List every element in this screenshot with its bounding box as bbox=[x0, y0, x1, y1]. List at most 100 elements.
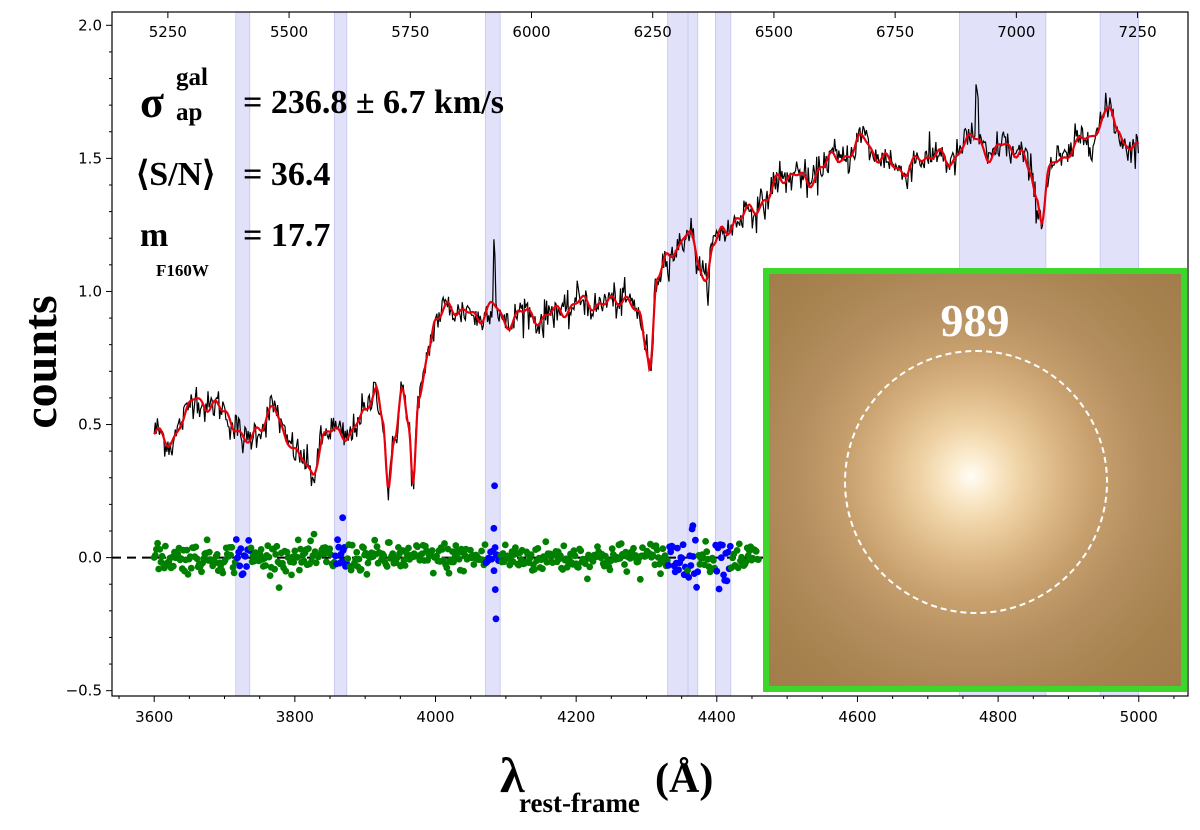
masked-residual-point bbox=[492, 615, 500, 623]
y-tick-label: 1.0 bbox=[78, 282, 102, 300]
masked-residual-point bbox=[675, 566, 682, 574]
y-tick-label: 0.5 bbox=[78, 416, 102, 434]
residual-point bbox=[275, 584, 283, 591]
masked-residual-point bbox=[689, 553, 697, 560]
residual-point bbox=[531, 566, 538, 573]
residual-point bbox=[460, 567, 467, 575]
residual-point bbox=[219, 569, 227, 577]
masked-residual-point bbox=[243, 563, 250, 570]
masked-residual-point bbox=[236, 562, 244, 570]
top-tick-label: 7000 bbox=[997, 23, 1035, 41]
residual-point bbox=[307, 537, 314, 545]
residual-point bbox=[265, 553, 273, 561]
residual-point bbox=[213, 551, 221, 558]
residual-point bbox=[630, 544, 637, 552]
x-tick-label: 3600 bbox=[135, 708, 173, 726]
residual-point bbox=[389, 550, 397, 558]
residual-point bbox=[577, 547, 585, 555]
magnitude-value: = 17.7 bbox=[243, 217, 330, 254]
residual-point bbox=[467, 546, 474, 554]
residual-point bbox=[247, 544, 255, 552]
sigma-superscript: gal bbox=[176, 64, 208, 91]
residual-point bbox=[293, 553, 301, 561]
x-axis-label-lambda: λ bbox=[500, 747, 525, 803]
sigma-value: = 236.8 ± 6.7 km/s bbox=[243, 84, 504, 121]
residual-point bbox=[227, 551, 235, 559]
top-tick-label: 6750 bbox=[876, 23, 914, 41]
masked-residual-point bbox=[665, 561, 672, 569]
residual-point bbox=[158, 552, 166, 560]
residual-point bbox=[290, 559, 298, 566]
masked-residual-point bbox=[232, 536, 240, 543]
residual-point bbox=[405, 544, 412, 552]
residual-point bbox=[312, 559, 320, 567]
masked-residual-point bbox=[674, 544, 681, 552]
x-tick-label: 5000 bbox=[1120, 708, 1158, 726]
residual-point bbox=[272, 551, 280, 558]
top-tick-label: 7250 bbox=[1118, 23, 1156, 41]
residual-point bbox=[353, 548, 361, 556]
x-tick-label: 3800 bbox=[276, 708, 314, 726]
masked-residual-point bbox=[234, 554, 241, 562]
residual-point bbox=[445, 569, 453, 577]
residual-point bbox=[257, 546, 265, 553]
residual-point bbox=[400, 556, 408, 564]
masked-residual-point bbox=[715, 585, 723, 593]
masked-residual-point bbox=[687, 562, 695, 569]
residual-point bbox=[228, 543, 236, 551]
top-tick-label: 5750 bbox=[391, 23, 429, 41]
masked-residual-point bbox=[237, 545, 245, 552]
residual-point bbox=[297, 545, 304, 553]
x-axis-label-unit: (Å) bbox=[655, 756, 713, 802]
residual-point bbox=[401, 562, 409, 569]
masked-residual-point bbox=[713, 567, 721, 575]
residual-point bbox=[273, 542, 281, 550]
residual-point bbox=[570, 547, 578, 554]
residual-point bbox=[636, 575, 644, 583]
masked-residual-point bbox=[339, 514, 347, 522]
y-tick-label: 2.0 bbox=[78, 16, 102, 34]
residual-point bbox=[169, 562, 177, 570]
residual-point bbox=[621, 561, 628, 568]
masked-residual-point bbox=[241, 553, 249, 560]
top-tick-label: 5500 bbox=[270, 23, 308, 41]
residual-point bbox=[542, 538, 550, 546]
residual-point bbox=[326, 545, 334, 553]
residual-point bbox=[428, 547, 436, 554]
residual-point bbox=[151, 551, 159, 559]
residual-point bbox=[360, 544, 367, 552]
residual-point bbox=[155, 565, 163, 573]
residual-point bbox=[443, 564, 451, 572]
residual-point bbox=[539, 565, 546, 573]
residual-point bbox=[187, 564, 195, 572]
masked-residual-point bbox=[491, 544, 499, 551]
residual-points bbox=[150, 482, 762, 623]
residual-point bbox=[373, 543, 381, 551]
residual-point bbox=[560, 542, 568, 550]
residual-point bbox=[156, 546, 164, 553]
residual-point bbox=[296, 566, 303, 574]
masked-region-3 bbox=[667, 11, 688, 697]
residual-point bbox=[608, 545, 616, 553]
sn-value: = 36.4 bbox=[243, 156, 330, 193]
model-fit-line bbox=[153, 106, 1140, 488]
residual-point bbox=[363, 570, 371, 578]
residual-point bbox=[414, 543, 421, 551]
residual-point bbox=[344, 555, 352, 562]
residual-point bbox=[755, 556, 762, 563]
masked-residual-point bbox=[726, 542, 734, 550]
residual-point bbox=[348, 541, 356, 549]
residual-point bbox=[371, 536, 379, 544]
residual-point bbox=[355, 555, 363, 563]
residual-point bbox=[617, 540, 625, 547]
masked-residual-point bbox=[723, 577, 731, 585]
residual-point bbox=[184, 570, 192, 578]
y-axis-label: counts bbox=[14, 295, 67, 428]
residual-point bbox=[702, 538, 709, 545]
residual-point bbox=[455, 555, 463, 563]
residual-point bbox=[575, 564, 582, 571]
x-tick-label: 4800 bbox=[979, 708, 1017, 726]
residual-point bbox=[441, 540, 448, 547]
galaxy-id-label: 989 bbox=[940, 295, 1010, 346]
top-tick-label: 6500 bbox=[755, 23, 793, 41]
